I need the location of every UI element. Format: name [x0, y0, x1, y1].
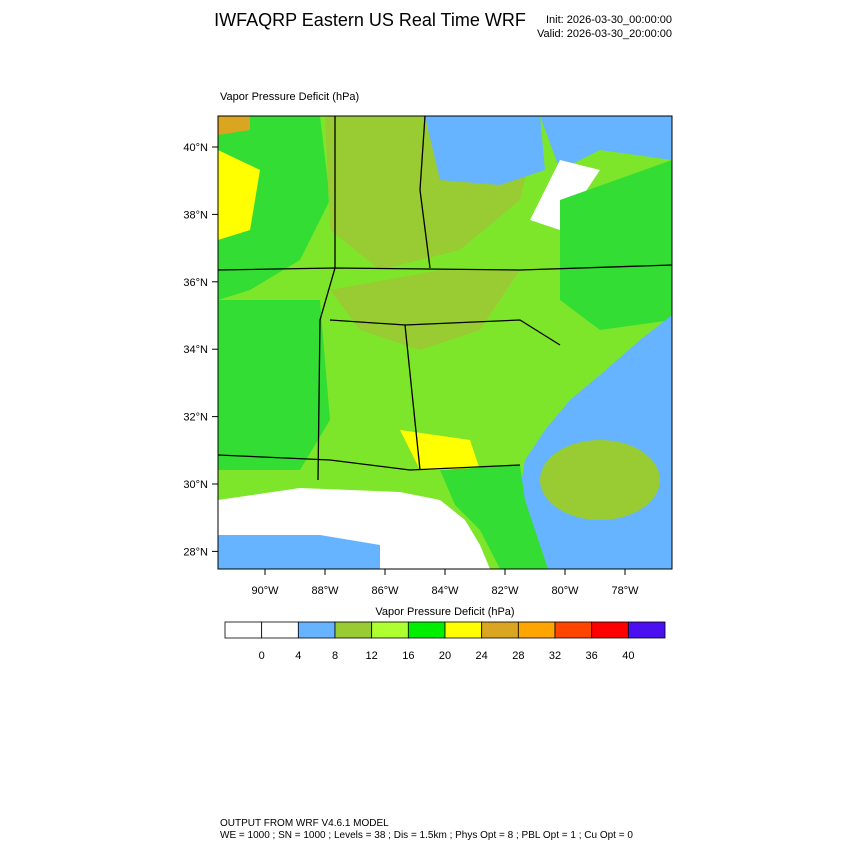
colorbar-box	[481, 621, 519, 639]
colorbar: 0 4 8 12 16 20 24 28 32 36 40	[224, 621, 666, 662]
map	[217, 115, 673, 570]
colorbar-tick-label: 20	[439, 650, 451, 662]
lat-tick-label: 38°N	[183, 209, 208, 221]
region	[218, 150, 260, 240]
region	[425, 116, 545, 185]
lat-tick-label: 28°N	[183, 546, 208, 558]
valid-time: Valid: 2026-03-30_20:00:00	[537, 28, 672, 40]
colorbar-box	[517, 621, 556, 639]
colorbar-tick-label: 0	[259, 650, 265, 662]
colorbar-box	[371, 621, 409, 639]
florida	[440, 465, 548, 569]
colorbar-tick-label: 32	[549, 650, 561, 662]
lon-tick-label: 82°W	[491, 585, 519, 597]
gulf-region	[218, 535, 380, 569]
colorbar-tick-label: 36	[586, 650, 598, 662]
init-time: Init: 2026-03-30_00:00:00	[546, 14, 672, 26]
region	[540, 116, 672, 170]
title: IWFAQRP Eastern US Real Time WRF	[214, 10, 526, 30]
region	[560, 160, 672, 330]
colorbar-tick-label: 8	[332, 650, 338, 662]
colorbar-title: Vapor Pressure Deficit (hPa)	[375, 606, 514, 618]
colorbar-tick-label: 24	[476, 650, 488, 662]
region	[330, 270, 520, 350]
lat-tick-label: 34°N	[183, 344, 208, 356]
region	[218, 116, 250, 135]
region	[530, 160, 600, 230]
colorbar-tick-label: 4	[295, 650, 301, 662]
lat-tick-label: 40°N	[183, 142, 208, 154]
ocean-region	[540, 440, 660, 520]
colorbar-tick-label: 40	[622, 650, 634, 662]
colorbar-box	[334, 621, 373, 639]
lon-tick-label: 88°W	[311, 585, 339, 597]
region	[218, 116, 330, 300]
colorbar-box	[297, 621, 336, 639]
lon-tick-label: 90°W	[251, 585, 279, 597]
lon-tick-label: 80°W	[551, 585, 579, 597]
colorbar-box	[627, 621, 666, 639]
colorbar-box	[444, 621, 483, 639]
colorbar-box	[591, 621, 629, 639]
map-label: Vapor Pressure Deficit (hPa)	[220, 91, 359, 103]
colorbar-box	[261, 621, 299, 639]
colorbar-box	[224, 621, 263, 639]
lat-tick-label: 32°N	[183, 412, 208, 424]
footer-line: OUTPUT FROM WRF V4.6.1 MODEL	[220, 818, 389, 829]
colorbar-tick-label: 12	[366, 650, 378, 662]
colorbar-tick-label: 28	[512, 650, 524, 662]
lon-tick-label: 84°W	[431, 585, 459, 597]
region	[400, 430, 480, 470]
footer-line: WE = 1000 ; SN = 1000 ; Levels = 38 ; Di…	[220, 830, 633, 841]
colorbar-box	[554, 621, 593, 639]
lat-tick-label: 30°N	[183, 479, 208, 491]
region	[218, 300, 330, 470]
colorbar-box	[407, 621, 446, 639]
lat-tick-label: 36°N	[183, 277, 208, 289]
lon-tick-label: 86°W	[371, 585, 399, 597]
lon-tick-label: 78°W	[611, 585, 639, 597]
colorbar-tick-label: 16	[402, 650, 414, 662]
